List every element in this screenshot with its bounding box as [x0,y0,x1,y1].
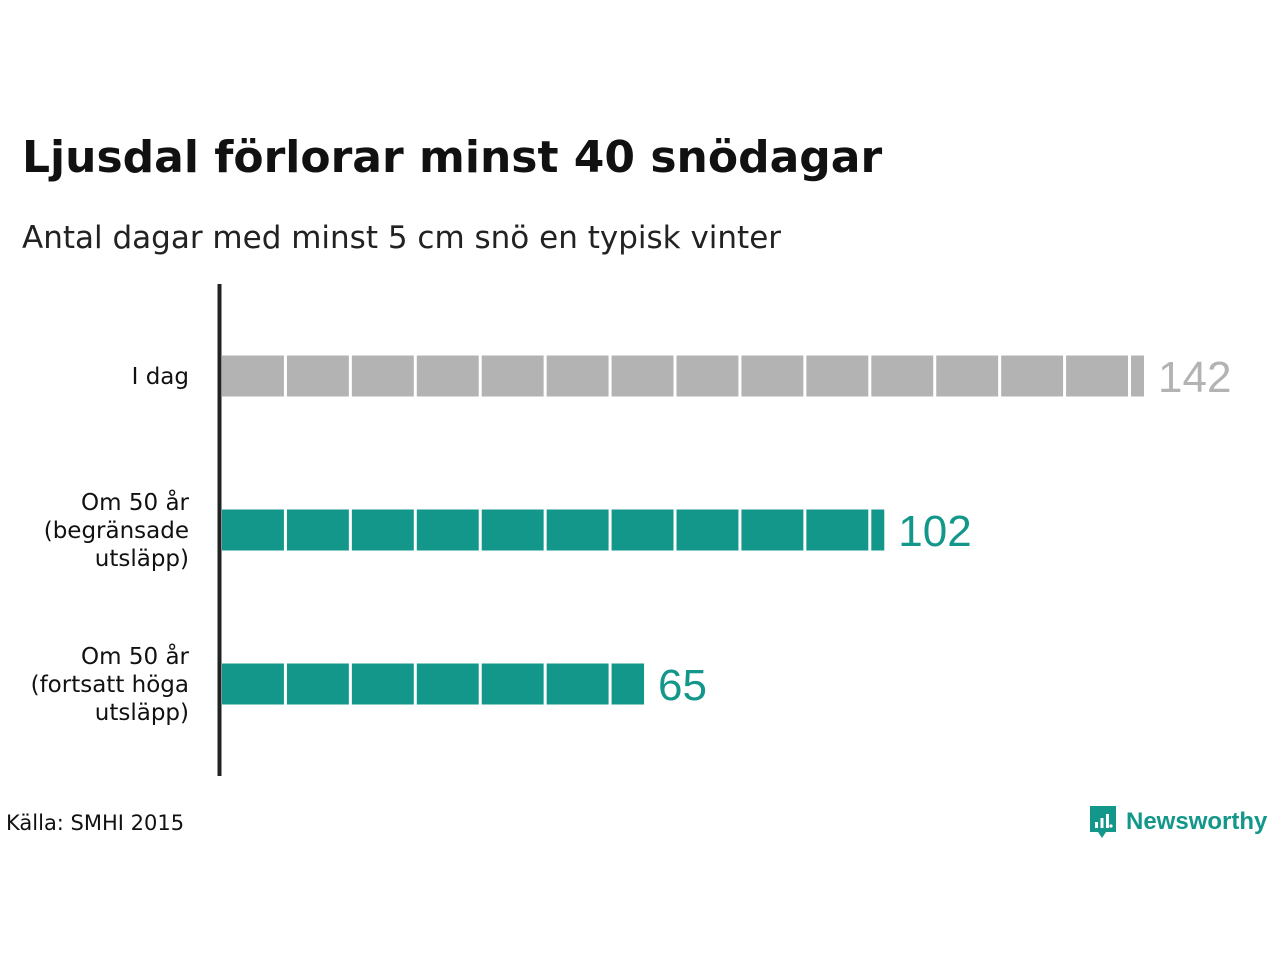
category-label-line: utsläpp) [95,700,189,726]
value-label-1: 102 [898,507,971,556]
bar-segment-0-5 [546,355,609,397]
bar-segment-2-1 [286,663,349,705]
bar-segment-2-0 [222,663,284,705]
category-label-0: I dag [132,364,189,390]
bar-segment-1-1 [286,509,349,551]
bar-segment-0-9 [806,355,869,397]
bar-segment-1-2 [351,509,414,551]
bar-segment-0-1 [286,355,349,397]
category-label-line: Om 50 år [81,488,189,516]
chart-subtitle: Antal dagar med minst 5 cm snö en typisk… [22,220,782,256]
source-note: Källa: SMHI 2015 [6,811,185,835]
category-label-line: (fortsatt höga [31,672,189,698]
newsworthy-logo-icon [1090,806,1116,838]
category-label-line: utsläpp) [95,546,189,572]
value-label-2: 65 [658,661,707,710]
bar-segment-0-14 [1131,355,1144,397]
category-label-line: (begränsade [44,518,189,544]
bar-segment-0-8 [741,355,804,397]
chart-title: Ljusdal förlorar minst 40 snödagar [22,132,883,183]
bar-segment-0-10 [871,355,934,397]
brand-logo: Newsworthy [1088,802,1267,842]
bar-segment-2-3 [416,663,479,705]
bar-segment-0-7 [676,355,739,397]
bar-segment-1-0 [222,509,284,551]
bar-segment-1-5 [546,509,609,551]
bar-segment-2-5 [546,663,609,705]
bar-segment-2-6 [611,663,645,705]
bar-segment-0-4 [481,355,544,397]
bar-segment-1-4 [481,509,544,551]
brand-name: Newsworthy [1126,808,1268,835]
bar-segment-0-12 [1001,355,1064,397]
bar-segment-1-3 [416,509,479,551]
bar-segment-0-2 [351,355,414,397]
bar-segment-1-10 [871,509,885,551]
category-label-line: Om 50 år [81,642,189,670]
bar-segment-1-9 [806,509,869,551]
bar-segment-2-4 [481,663,544,705]
bar-segment-0-13 [1066,355,1129,397]
category-label-1: Om 50 år (begränsade utsläpp) [44,488,190,572]
bar-segment-2-2 [351,663,414,705]
bar-segment-0-0 [222,355,284,397]
bar-segment-0-6 [611,355,674,397]
category-label-line: I dag [132,364,189,390]
bar-segment-1-8 [741,509,804,551]
bar-segment-1-6 [611,509,674,551]
bar-segment-1-7 [676,509,739,551]
value-label-0: 142 [1158,353,1231,402]
bar-segment-0-3 [416,355,479,397]
category-label-2: Om 50 år (fortsatt höga utsläpp) [31,642,190,726]
bar-segment-0-11 [936,355,999,397]
